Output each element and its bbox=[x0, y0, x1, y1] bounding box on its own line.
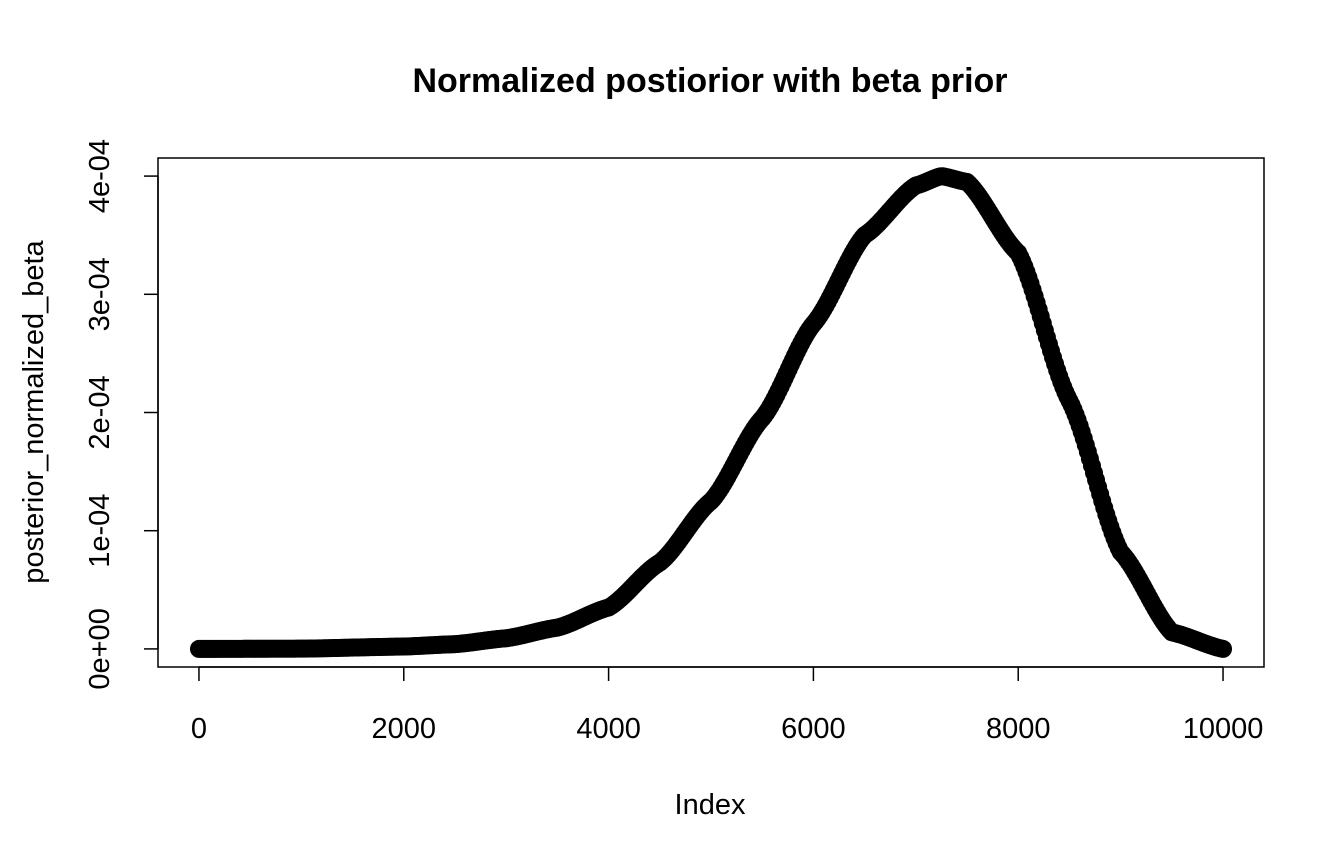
y-tick-label: 4e-04 bbox=[84, 139, 116, 213]
x-axis-label: Index bbox=[675, 789, 746, 821]
x-tick-label: 4000 bbox=[576, 713, 641, 745]
y-axis: 0e+00 1e-04 2e-04 3e-04 4e-04 bbox=[84, 139, 159, 690]
x-tick-label: 8000 bbox=[986, 713, 1051, 745]
x-tick-label: 0 bbox=[191, 713, 207, 745]
y-tick-label: 1e-04 bbox=[84, 494, 116, 568]
x-tick-label: 6000 bbox=[781, 713, 846, 745]
y-tick-label: 2e-04 bbox=[84, 375, 116, 449]
x-tick-label: 2000 bbox=[372, 713, 437, 745]
x-tick-label: 10000 bbox=[1183, 713, 1264, 745]
data-point bbox=[1214, 639, 1233, 658]
chart-title: Normalized postiorior with beta prior bbox=[412, 62, 1007, 100]
y-tick-label: 0e+00 bbox=[84, 608, 116, 689]
y-tick-label: 3e-04 bbox=[84, 257, 116, 331]
y-axis-label: posterior_normalized_beta bbox=[18, 239, 50, 583]
x-axis: 0 2000 4000 6000 8000 10000 bbox=[191, 666, 1264, 745]
plot-area-box bbox=[157, 157, 1265, 668]
data-series bbox=[189, 167, 1233, 658]
